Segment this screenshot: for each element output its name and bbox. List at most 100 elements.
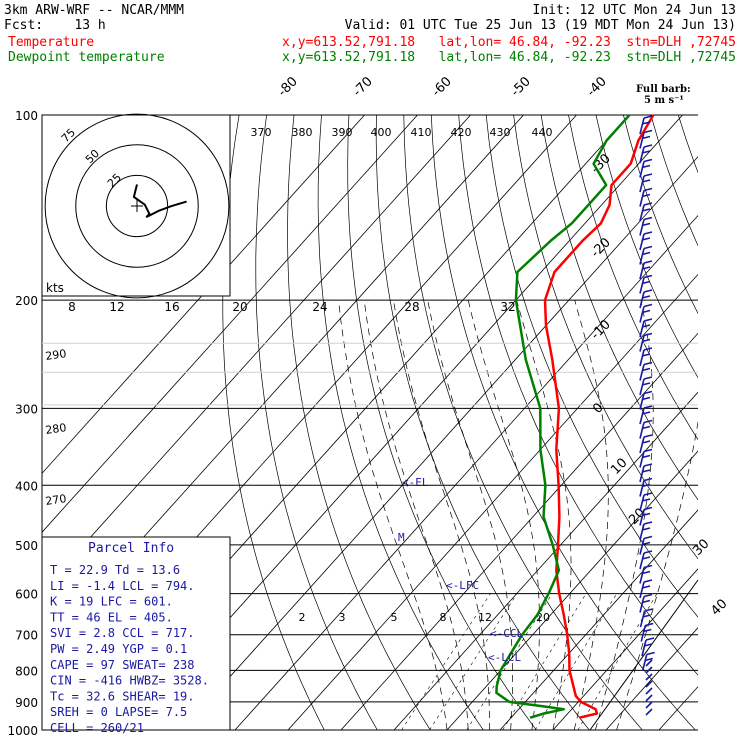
theta-left-label: 280 [45, 421, 68, 437]
wind-barb-flag [641, 309, 651, 314]
wind-barb-flag [646, 651, 655, 656]
isotherm [340, 332, 698, 730]
wind-barb-flag [643, 129, 653, 134]
wind-barb [639, 291, 645, 309]
mixing-marker: M [398, 531, 405, 544]
wind-barb-flag [641, 570, 651, 575]
parcel-info-row: PW = 2.49 YGP = 0.1 [50, 642, 187, 656]
moist-adiabat [616, 419, 698, 730]
wind-barb [639, 190, 645, 207]
model-title: 3km ARW-WRF -- NCAR/MMM [4, 3, 184, 18]
dewpoint-legend-label: Dewpoint temperature [8, 50, 165, 65]
wind-barb-low [645, 680, 653, 688]
wind-barb-flag [644, 657, 653, 662]
pressure-label: 1000 [7, 724, 38, 738]
wind-barb-flag [641, 164, 651, 169]
wind-barb-flag [641, 280, 651, 285]
wind-barb [639, 132, 645, 149]
theta-label: 400 [371, 126, 392, 139]
wind-barb-flag [643, 550, 653, 554]
wind-barb [639, 277, 645, 294]
speed-label: 12 [109, 300, 124, 314]
dry-adiabat [458, 115, 698, 676]
wind-barb-flag [641, 295, 651, 299]
parcel-info-row: T = 22.9 Td = 13.6 [50, 563, 180, 577]
wind-barb-flag [645, 637, 655, 641]
moist-adiabat [427, 300, 513, 730]
wind-barb-flag [642, 614, 651, 618]
wind-barb [639, 262, 645, 280]
moist-adiabat [338, 300, 448, 730]
parcel-info-row: SREH = 0 LAPSE= 7.5 [50, 705, 187, 719]
wind-barb-flag [643, 643, 653, 647]
pressure-label: 700 [15, 629, 38, 643]
isotherm-label: -70 [350, 74, 376, 100]
wind-barb [639, 364, 645, 381]
isotherm [499, 509, 698, 730]
wind-barb [639, 465, 645, 483]
hodograph-ring [75, 144, 199, 268]
wind-barb [639, 349, 645, 367]
wind-barb-flag [641, 150, 651, 154]
theta-label: 390 [332, 126, 353, 139]
parcel-info-row: CELL = 260/21 [50, 721, 144, 735]
wind-barb [639, 610, 646, 628]
moist-adiabat [573, 300, 609, 730]
wind-barb [639, 219, 645, 236]
theta-label: 430 [490, 126, 511, 139]
isotherm [42, 115, 418, 533]
wind-barb-low [645, 701, 653, 709]
wind-barb-flag [643, 274, 653, 279]
isotherm-label: 10 [608, 456, 630, 478]
wind-barb-flag [643, 448, 653, 453]
wind-barb [640, 625, 647, 642]
wind-barb [639, 436, 645, 454]
isotherm-label: -10 [588, 317, 614, 343]
wind-barb-flag [641, 222, 651, 227]
wind-barb [639, 596, 645, 613]
temperature-profile [543, 114, 655, 719]
wind-barb-flag [643, 289, 653, 293]
wind-barb-flag [641, 556, 651, 560]
hodograph-trace [132, 184, 187, 218]
mixing-ratio-line [534, 593, 617, 730]
mixing-ratio-label: 20 [536, 611, 550, 624]
parcel-info-row: Tc = 32.6 SHEAR= 19. [50, 689, 195, 703]
wind-barb-flag [641, 179, 651, 183]
wind-barb-flag [643, 419, 653, 424]
parcel-info-title: Parcel Info [88, 541, 174, 556]
hodograph-ring [105, 174, 169, 238]
wind-barb-flag [641, 498, 651, 502]
speed-label: 28 [404, 300, 419, 314]
wind-barb-flag [641, 512, 651, 517]
wind-barb [639, 204, 645, 222]
parcel-info-panel: Parcel Info T = 22.9 Td = 13.6 LI = -1.4 … [41, 536, 231, 735]
pressure-label: 300 [15, 402, 38, 416]
wind-barb-low [645, 666, 653, 674]
dry-adiabat [706, 115, 740, 740]
mixing-ratio-label: 3 [339, 611, 346, 624]
pressure-label: 500 [15, 539, 38, 553]
speed-label: 32 [500, 300, 515, 314]
wind-barb-flag [643, 187, 653, 192]
wind-barb-flag [641, 411, 651, 415]
wind-barb-flag [641, 585, 651, 589]
isotherm [42, 115, 471, 592]
isotherm [234, 214, 698, 730]
profiles [495, 114, 655, 719]
wind-barb-flag [641, 324, 651, 328]
wind-barb-flag [643, 158, 653, 163]
lfc-marker: <-LFC [446, 579, 479, 592]
isotherm-label: -30 [588, 151, 614, 177]
wind-barb-flag [643, 202, 653, 206]
wind-barb [639, 538, 645, 555]
wind-barb-flag [643, 463, 653, 467]
theta-label: 410 [411, 126, 432, 139]
wind-barb-flag [643, 579, 653, 583]
lcl-marker: <-LCL [488, 651, 521, 664]
pressure-label: 900 [15, 696, 38, 710]
parcel-info-row: SVI = 2.8 CCL = 717. [50, 626, 195, 640]
isotherm-label: 40 [708, 597, 730, 619]
wind-barb [639, 393, 645, 410]
